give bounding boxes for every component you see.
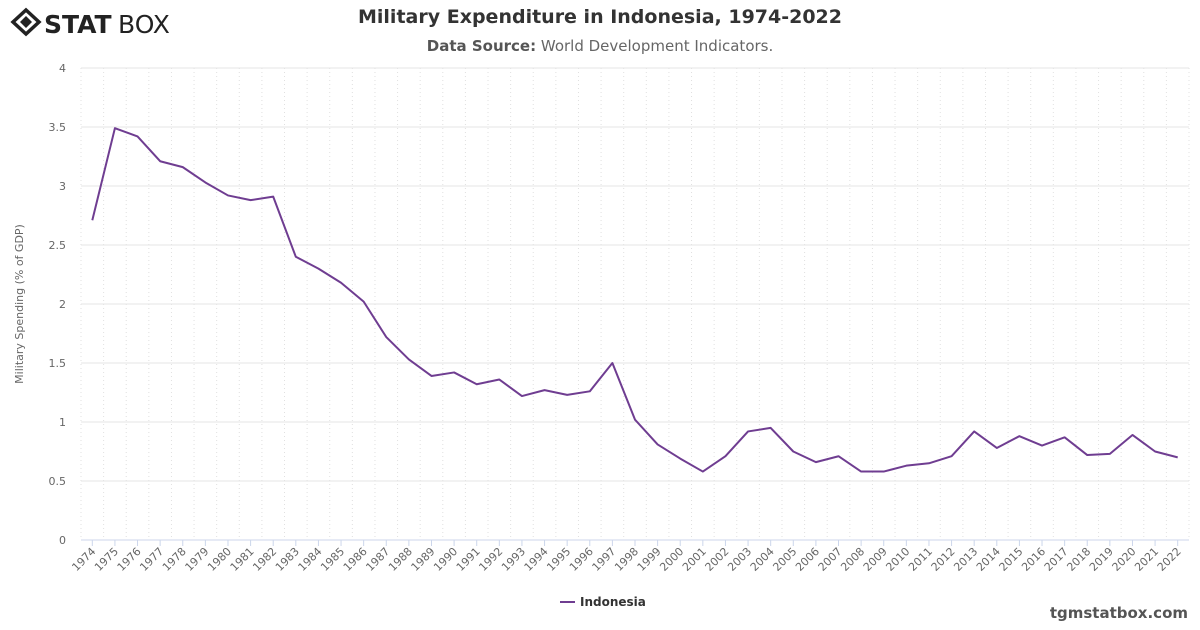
x-tick-label: 1983 [273,545,302,574]
y-tick-label: 1.5 [49,357,67,370]
subtitle-value: World Development Indicators. [540,37,774,55]
svg-text:STAT: STAT [44,10,112,38]
subtitle-label: Data Source: [426,37,537,55]
series-line-indonesia [91,127,1178,473]
x-tick-label: 2019 [1087,545,1116,574]
legend-item[interactable]: Indonesia [580,595,646,609]
x-tick-label: 1984 [296,545,325,574]
x-tick-label: 2021 [1132,545,1161,574]
logo-diamond-icon [10,7,42,37]
y-tick-label: 2 [59,298,66,311]
x-tick-label: 1995 [544,545,573,574]
chart-title: Military Expenditure in Indonesia, 1974-… [358,6,842,28]
y-tick-label: 4 [59,62,66,75]
x-tick-label: 1989 [409,545,438,574]
x-tick-label: 2022 [1155,545,1184,574]
x-tick-label: 1982 [250,545,279,574]
x-tick-label: 1981 [228,545,257,574]
x-tick-label: 2006 [793,545,822,574]
x-tick-label: 2008 [838,545,867,574]
x-tick-label: 1992 [476,545,505,574]
x-tick-label: 1991 [454,545,483,574]
x-tick-label: 1979 [182,545,211,574]
watermark: tgmstatbox.com [1049,604,1188,622]
svg-text:BOX: BOX [118,10,170,38]
statbox-logo: STAT BOX [10,6,180,38]
x-tick-label: 1986 [341,545,370,574]
x-tick-label: 1977 [137,545,166,574]
y-tick-label: 0 [59,534,66,547]
x-tick-label: 2010 [883,545,912,574]
y-tick-label: 3 [59,180,66,193]
x-tick-label: 2014 [974,545,1003,574]
y-tick-label: 2.5 [49,239,67,252]
x-tick-label: 1980 [205,545,234,574]
x-tick-label: 1985 [318,545,347,574]
x-tick-label: 2005 [770,545,799,574]
x-tick-label: 1988 [386,545,415,574]
x-tick-label: 2004 [748,545,777,574]
x-tick-label: 1990 [431,545,460,574]
x-tick-label: 1999 [635,545,664,574]
x-tick-label: 2016 [1019,545,1048,574]
chart-subtitle: Data Source: World Development Indicator… [0,37,1200,55]
x-tick-label: 2017 [1042,545,1071,574]
x-tick-label: 1976 [115,545,144,574]
x-tick-label: 1974 [69,545,98,574]
x-tick-label: 2018 [1064,545,1093,574]
x-tick-label: 2000 [657,545,686,574]
x-tick-label: 1997 [590,545,619,574]
x-tick-label: 2003 [725,545,754,574]
x-tick-label: 2015 [997,545,1026,574]
x-tick-label: 1996 [567,545,596,574]
y-tick-label: 0.5 [49,475,67,488]
x-tick-label: 1998 [612,545,641,574]
y-tick-label: 1 [59,416,66,429]
x-tick-label: 2012 [929,545,958,574]
x-tick-label: 2009 [861,545,890,574]
x-tick-label: 1993 [499,545,528,574]
x-tick-label: 2020 [1110,545,1139,574]
y-axis-label: Military Spending (% of GDP) [13,224,26,384]
x-tick-label: 1975 [92,545,121,574]
x-tick-label: 2002 [703,545,732,574]
x-tick-label: 2013 [951,545,980,574]
y-tick-label: 3.5 [49,121,67,134]
x-tick-label: 2011 [906,545,935,574]
x-tick-label: 1987 [363,545,392,574]
x-tick-label: 1978 [160,545,189,574]
x-tick-label: 2007 [816,545,845,574]
x-tick-label: 1994 [522,545,551,574]
x-tick-label: 2001 [680,545,709,574]
